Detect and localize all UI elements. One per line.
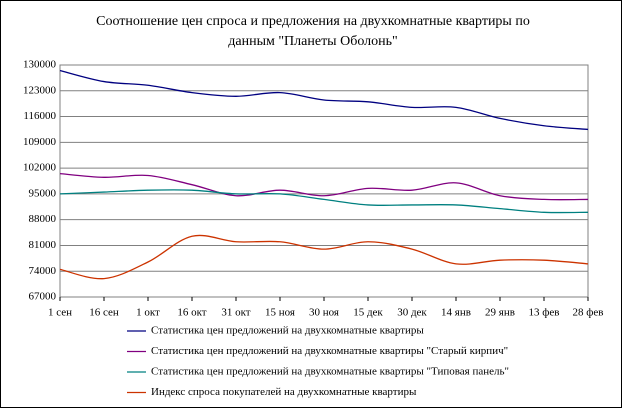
y-tick-label: 74000 xyxy=(29,265,57,277)
chart-title: данным "Планеты Оболонь" xyxy=(228,34,397,49)
x-tick-label: 1 окт xyxy=(136,307,160,319)
line-series xyxy=(59,234,589,280)
y-tick-label: 67000 xyxy=(29,291,57,303)
x-tick-label: 30 дек xyxy=(397,307,427,319)
x-tick-label: 28 фев xyxy=(573,307,604,319)
legend-label: Статистика цен предложений на двухкомнат… xyxy=(151,366,509,378)
legend-label: Статистика цен предложений на двухкомнат… xyxy=(151,325,424,337)
y-tick-label: 130000 xyxy=(23,59,57,71)
y-tick-label: 123000 xyxy=(23,84,57,96)
x-tick-label: 29 янв xyxy=(485,307,515,319)
x-tick-label: 15 дек xyxy=(353,307,383,319)
legend-label: Статистика цен предложений на двухкомнат… xyxy=(151,345,508,357)
line-series xyxy=(59,172,589,201)
line-series xyxy=(59,69,589,131)
x-tick-label: 16 сен xyxy=(89,307,119,319)
x-tick-label: 16 окт xyxy=(177,307,206,319)
y-tick-label: 81000 xyxy=(29,239,57,251)
y-tick-label: 95000 xyxy=(29,187,57,199)
x-tick-label: 30 ноя xyxy=(309,307,339,319)
legend-label: Индекс спроса покупателей на двухкомнатн… xyxy=(151,386,417,398)
y-tick-label: 109000 xyxy=(23,136,57,148)
x-tick-label: 31 окт xyxy=(221,307,250,319)
x-tick-label: 13 фев xyxy=(529,307,560,319)
x-tick-label: 14 янв xyxy=(441,307,471,319)
y-tick-label: 88000 xyxy=(29,213,57,225)
x-tick-label: 15 ноя xyxy=(265,307,295,319)
y-tick-label: 102000 xyxy=(23,162,57,174)
line-series xyxy=(59,189,589,214)
x-tick-label: 1 сен xyxy=(48,307,72,319)
y-tick-label: 116000 xyxy=(23,110,56,122)
chart-title: Соотношение цен спроса и предложения на … xyxy=(96,14,530,29)
